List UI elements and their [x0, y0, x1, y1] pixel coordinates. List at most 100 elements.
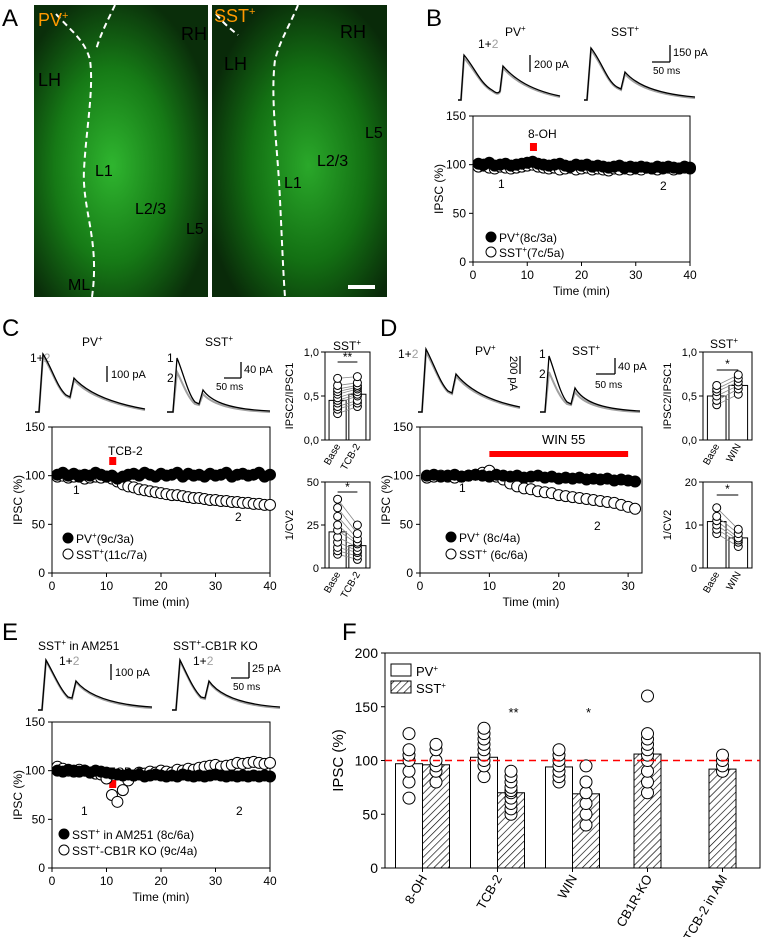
panel-e: E SST+ in AM251 1+2 100 pA SST+-CB1R KO …: [2, 619, 281, 904]
f-point-pv: [402, 764, 416, 778]
e-ytick-label: 150: [25, 715, 45, 729]
b-xlabel: Time (min): [553, 284, 610, 298]
legend-marker-b-sst: [485, 246, 497, 258]
bar-plot-d-ppr: 0,0 0,5 1,0 IPSC2/IPSC1 Base WIN *: [662, 347, 753, 468]
point-label-b2: 2: [660, 179, 667, 193]
panel-letter-a: A: [2, 5, 18, 32]
trace-title-e1: SST+ in AM251: [38, 638, 120, 653]
f-point-pv: [552, 743, 566, 757]
d-ppr-ylabel: IPSC2/IPSC1: [662, 363, 674, 430]
point-label-d1: 1: [459, 481, 466, 495]
f-point-pv: [477, 721, 491, 735]
e-ylabel: IPSC (%): [11, 770, 25, 820]
label-l1-left: L1: [95, 163, 113, 180]
c-cv-point: [333, 520, 343, 530]
c-xtick-label: 10: [100, 579, 114, 593]
scale-label-b2: 150 pA: [673, 47, 709, 59]
c-cv-ytick-label: 50: [307, 477, 319, 489]
c-ppr-ylabel: IPSC2/IPSC1: [284, 363, 296, 430]
f-ytick-label: 0: [370, 860, 378, 876]
d-cv-point: [712, 503, 722, 513]
trace-marker-d1: 1+2: [398, 347, 419, 361]
legend-swatch-f-pv: [390, 663, 412, 677]
trace-b1-1: [458, 53, 561, 101]
legend-f-sst: SST+: [416, 681, 446, 696]
c-point-filled: [264, 468, 276, 481]
hemisphere-boundary-right: [215, 13, 239, 36]
d-ppr-xtick-label: Base: [701, 442, 722, 468]
bar-title-c: SST+: [333, 338, 361, 353]
f-xtick-label: WIN: [554, 872, 580, 901]
plot-c: 0 10 20 30 40 0 50 100 150 Time (min) IPSC (%): [11, 420, 277, 609]
bar-plot-d-cv: 0 10 20 1/CV2 Base WIN *: [662, 477, 753, 595]
plot-d: 0 10 20 30 0 50 100 150 Time (min) IPSC (%): [379, 420, 643, 609]
legend-marker-c-pv: [62, 532, 74, 544]
label-l5-right: L5: [365, 125, 383, 142]
d-point-filled: [629, 475, 642, 488]
e-point-filled: [264, 770, 276, 783]
c-ppr-ytick-label: 0,5: [304, 391, 319, 403]
label-l23-right: L2/3: [317, 153, 348, 170]
c-ppr-ytick-label: 0,0: [304, 435, 319, 447]
f-point-sst: [579, 807, 593, 821]
d-xlabel: Time (min): [503, 595, 560, 609]
b-xtick-label: 10: [521, 268, 535, 282]
f-point-sst: [579, 797, 593, 810]
f-xtick-label: TCB-2: [473, 872, 505, 912]
c-ppr-ytick-label: 1,0: [304, 347, 319, 359]
e-drug-bar: [109, 780, 117, 788]
trace-title-sst-d: SST+: [572, 343, 600, 358]
drug-label-d: WIN 55: [542, 432, 585, 447]
plot-e: 0 10 20 30 40 0 50 100 150 Time (min) IPSC (%): [11, 715, 277, 904]
f-point-pv: [402, 743, 416, 757]
trace-marker-c2-2: 2: [167, 371, 174, 385]
d-cv-sig: *: [725, 482, 730, 496]
scale-label-c1: 100 pA: [111, 369, 147, 381]
c-ytick-label: 100: [25, 469, 45, 483]
trace-marker-c2-1: 1: [167, 351, 174, 365]
f-point-sst: [579, 775, 593, 789]
e-xtick-label: 40: [263, 874, 277, 888]
trace-c2-2: [167, 368, 271, 413]
label-l23-left: L2/3: [135, 201, 166, 218]
legend-marker-e-ko: [58, 844, 70, 856]
d-cv-point: [712, 511, 722, 521]
label-l5-left: L5: [186, 221, 204, 238]
legend-swatch-f-sst: [390, 680, 412, 694]
c-xlabel: Time (min): [133, 595, 190, 609]
d-ytick-label: 50: [400, 517, 414, 531]
trace-marker-e1: 1+2: [59, 654, 80, 668]
panel-letter-c: C: [2, 315, 19, 342]
scale-label-b1: 200 pA: [534, 59, 570, 71]
c-cv-point: [352, 520, 362, 530]
point-label-c2: 2: [235, 510, 242, 524]
label-pv: PV+: [38, 10, 68, 30]
d-ylabel: IPSC (%): [379, 475, 393, 525]
c-ppr-xtick-label: TCB-2: [339, 442, 363, 473]
trace-c2-1: [167, 357, 271, 413]
point-label-d2: 2: [594, 519, 601, 533]
bar-title-d: SST+: [710, 336, 738, 351]
scale-time-e2: 50 ms: [233, 682, 260, 693]
e-xlabel: Time (min): [133, 890, 190, 904]
f-sig-tcb: **: [508, 705, 518, 720]
c-cv-point: [333, 494, 343, 504]
trace-e2-1: [172, 657, 281, 711]
c-cv-xtick-label: TCB-2: [339, 570, 363, 601]
legend-c-pv: PV+(9c/3a): [76, 531, 134, 546]
trace-marker-d2-1: 1: [539, 347, 546, 361]
c-cv-point: [333, 511, 343, 521]
d-ytick-label: 0: [406, 566, 413, 580]
c-ytick-label: 0: [38, 566, 45, 580]
b-xtick-label: 40: [683, 268, 697, 282]
scale-time-c2: 50 ms: [216, 382, 243, 393]
c-ppr-point: [352, 372, 362, 382]
b-xtick-label: 0: [470, 268, 477, 282]
d-ppr-xtick-label: WIN: [725, 442, 744, 464]
f-point-sst: [429, 737, 443, 751]
panel-d: D PV+ 1+2 200 pA SST+ 1 2 40 pA 50 ms 0 1…: [379, 315, 753, 609]
b-drug-bar: [529, 143, 537, 151]
trace-d2-1: [540, 355, 641, 413]
